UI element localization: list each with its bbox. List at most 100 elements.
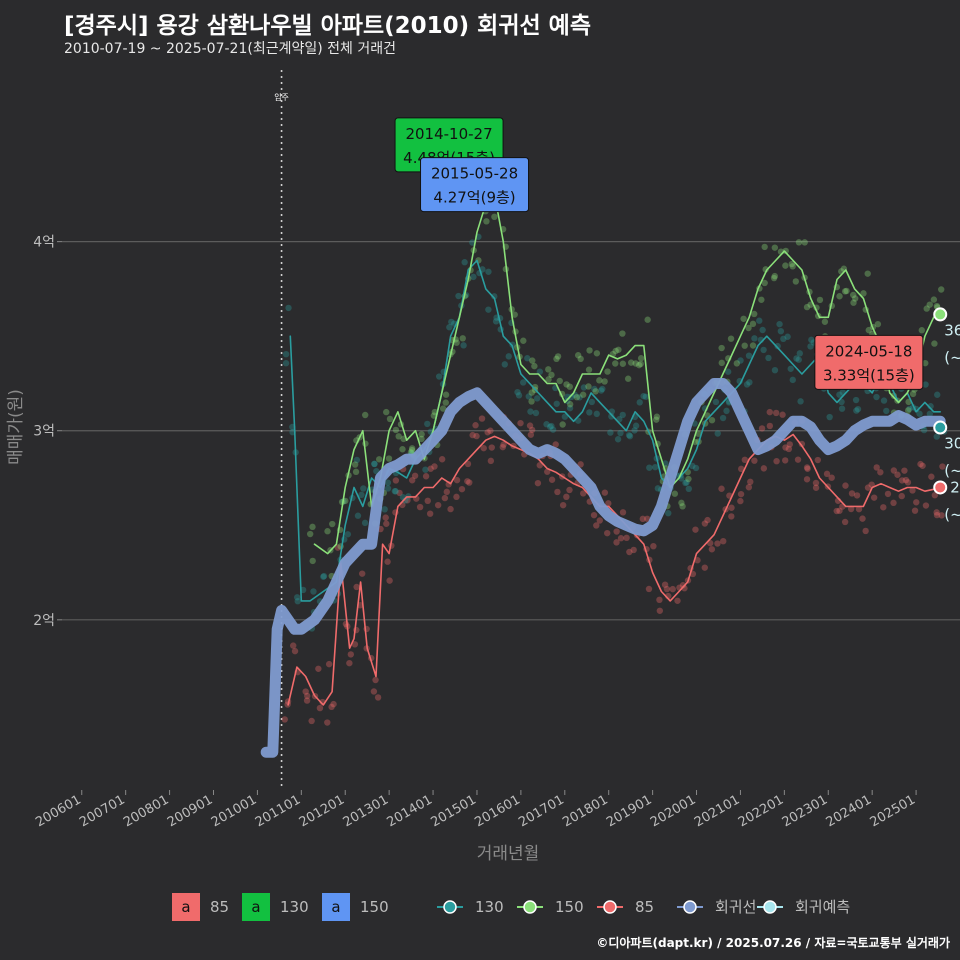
scatter-point-150 (624, 375, 632, 382)
scatter-point-130 (608, 413, 615, 420)
scatter-point-85 (623, 534, 630, 542)
x-tick-label: 201801 (560, 792, 610, 830)
scatter-point-130 (568, 393, 575, 401)
scatter-point-150 (361, 411, 369, 419)
scatter-point-130 (527, 408, 534, 415)
scatter-point-130 (549, 426, 557, 433)
x-tick-label: 202301 (780, 792, 830, 830)
scatter-point-150 (931, 340, 938, 347)
scatter-point-150 (771, 272, 778, 280)
scatter-point-150 (596, 377, 603, 384)
scatter-point-85 (938, 512, 945, 519)
scatter-point-85 (527, 431, 535, 438)
scatter-point-85 (804, 465, 811, 472)
scatter-point-85 (396, 489, 403, 497)
scatter-point-85 (933, 509, 940, 516)
scatter-point-85 (370, 688, 378, 695)
scatter-point-85 (304, 692, 311, 700)
scatter-point-85 (566, 486, 573, 494)
scatter-point-130 (546, 423, 554, 431)
scatter-point-150 (566, 383, 573, 390)
x-tick-label: 202201 (736, 792, 786, 830)
scatter-point-85 (596, 517, 603, 524)
scatter-point-150 (841, 288, 849, 295)
scatter-point-85 (453, 476, 461, 484)
scatter-point-150 (749, 320, 757, 328)
scatter-point-130 (920, 426, 928, 434)
scatter-point-85 (679, 582, 687, 589)
x-axis-title: 거래년월 (477, 844, 540, 864)
x-tick-label: 201101 (253, 792, 303, 830)
scatter-point-85 (814, 456, 822, 464)
x-tick-label: 200601 (33, 792, 83, 830)
scatter-point-130 (548, 422, 555, 430)
scatter-point-130 (883, 407, 890, 415)
y-tick-label: 4억 (33, 235, 55, 251)
scatter-point-85 (458, 485, 466, 493)
scatter-point-130 (384, 485, 392, 492)
scatter-point-85 (386, 577, 393, 584)
scatter-point-150 (548, 371, 555, 379)
scatter-point-130 (505, 353, 512, 360)
scatter-point-85 (438, 456, 446, 463)
scatter-point-130 (784, 333, 791, 340)
scatter-point-150 (418, 435, 425, 443)
scatter-point-85 (478, 415, 486, 422)
scatter-point-85 (663, 585, 671, 593)
scatter-point-85 (922, 502, 930, 509)
scatter-point-85 (484, 429, 491, 436)
scatter-point-150 (740, 315, 747, 322)
scatter-point-85 (898, 492, 905, 500)
scatter-point-85 (617, 535, 625, 542)
scatter-point-130 (371, 460, 378, 468)
scatter-point-85 (758, 425, 766, 432)
scatter-point-85 (411, 472, 419, 479)
scatter-point-85 (353, 583, 360, 591)
scatter-point-85 (884, 490, 892, 498)
scatter-point-85 (823, 470, 831, 478)
scatter-point-130 (760, 346, 767, 354)
move-in-label: 입주 (274, 93, 289, 102)
scatter-point-130 (743, 381, 751, 388)
scatter-point-150 (632, 360, 639, 367)
scatter-point-130 (424, 420, 431, 428)
series-line-85 (287, 433, 942, 706)
scatter-point-150 (750, 310, 758, 318)
scatter-point-150 (439, 405, 447, 412)
scatter-point-130 (282, 350, 290, 358)
scatter-point-150 (453, 339, 460, 346)
scatter-point-85 (714, 540, 721, 547)
scatter-point-130 (685, 485, 692, 493)
scatter-point-85 (487, 427, 494, 434)
scatter-point-150 (553, 355, 560, 363)
scatter-point-130 (310, 588, 317, 595)
scatter-point-85 (347, 651, 355, 658)
scatter-point-85 (812, 484, 820, 491)
scatter-point-85 (639, 515, 646, 523)
scatter-point-150 (758, 296, 765, 303)
scatter-point-85 (694, 557, 701, 564)
scatter-point-150 (375, 456, 383, 463)
scatter-point-150 (727, 335, 735, 342)
forecast-area: (~85㎡) (944, 505, 960, 523)
scatter-point-150 (362, 440, 369, 447)
scatter-point-150 (860, 290, 867, 297)
scatter-point-130 (446, 324, 453, 331)
scatter-point-150 (309, 557, 316, 565)
legend-label: 회귀선 (715, 898, 756, 916)
scatter-point-85 (424, 497, 431, 505)
legend-key: a (181, 898, 190, 916)
scatter-point-85 (737, 497, 744, 505)
legend: a 85 a 130 a 150 130 150 85 회귀선 회귀예측 (172, 893, 850, 921)
scatter-point-150 (395, 433, 402, 440)
scatter-point-150 (593, 350, 601, 357)
scatter-point-150 (408, 445, 416, 452)
scatter-point-85 (593, 522, 600, 529)
scatter-point-85 (904, 479, 912, 486)
scatter-point-130 (566, 404, 574, 412)
scatter-point-150 (678, 499, 685, 507)
scatter-point-150 (563, 381, 570, 388)
scatter-point-85 (384, 558, 391, 565)
legend-marker (603, 900, 617, 914)
scatter-point-130 (789, 376, 796, 384)
